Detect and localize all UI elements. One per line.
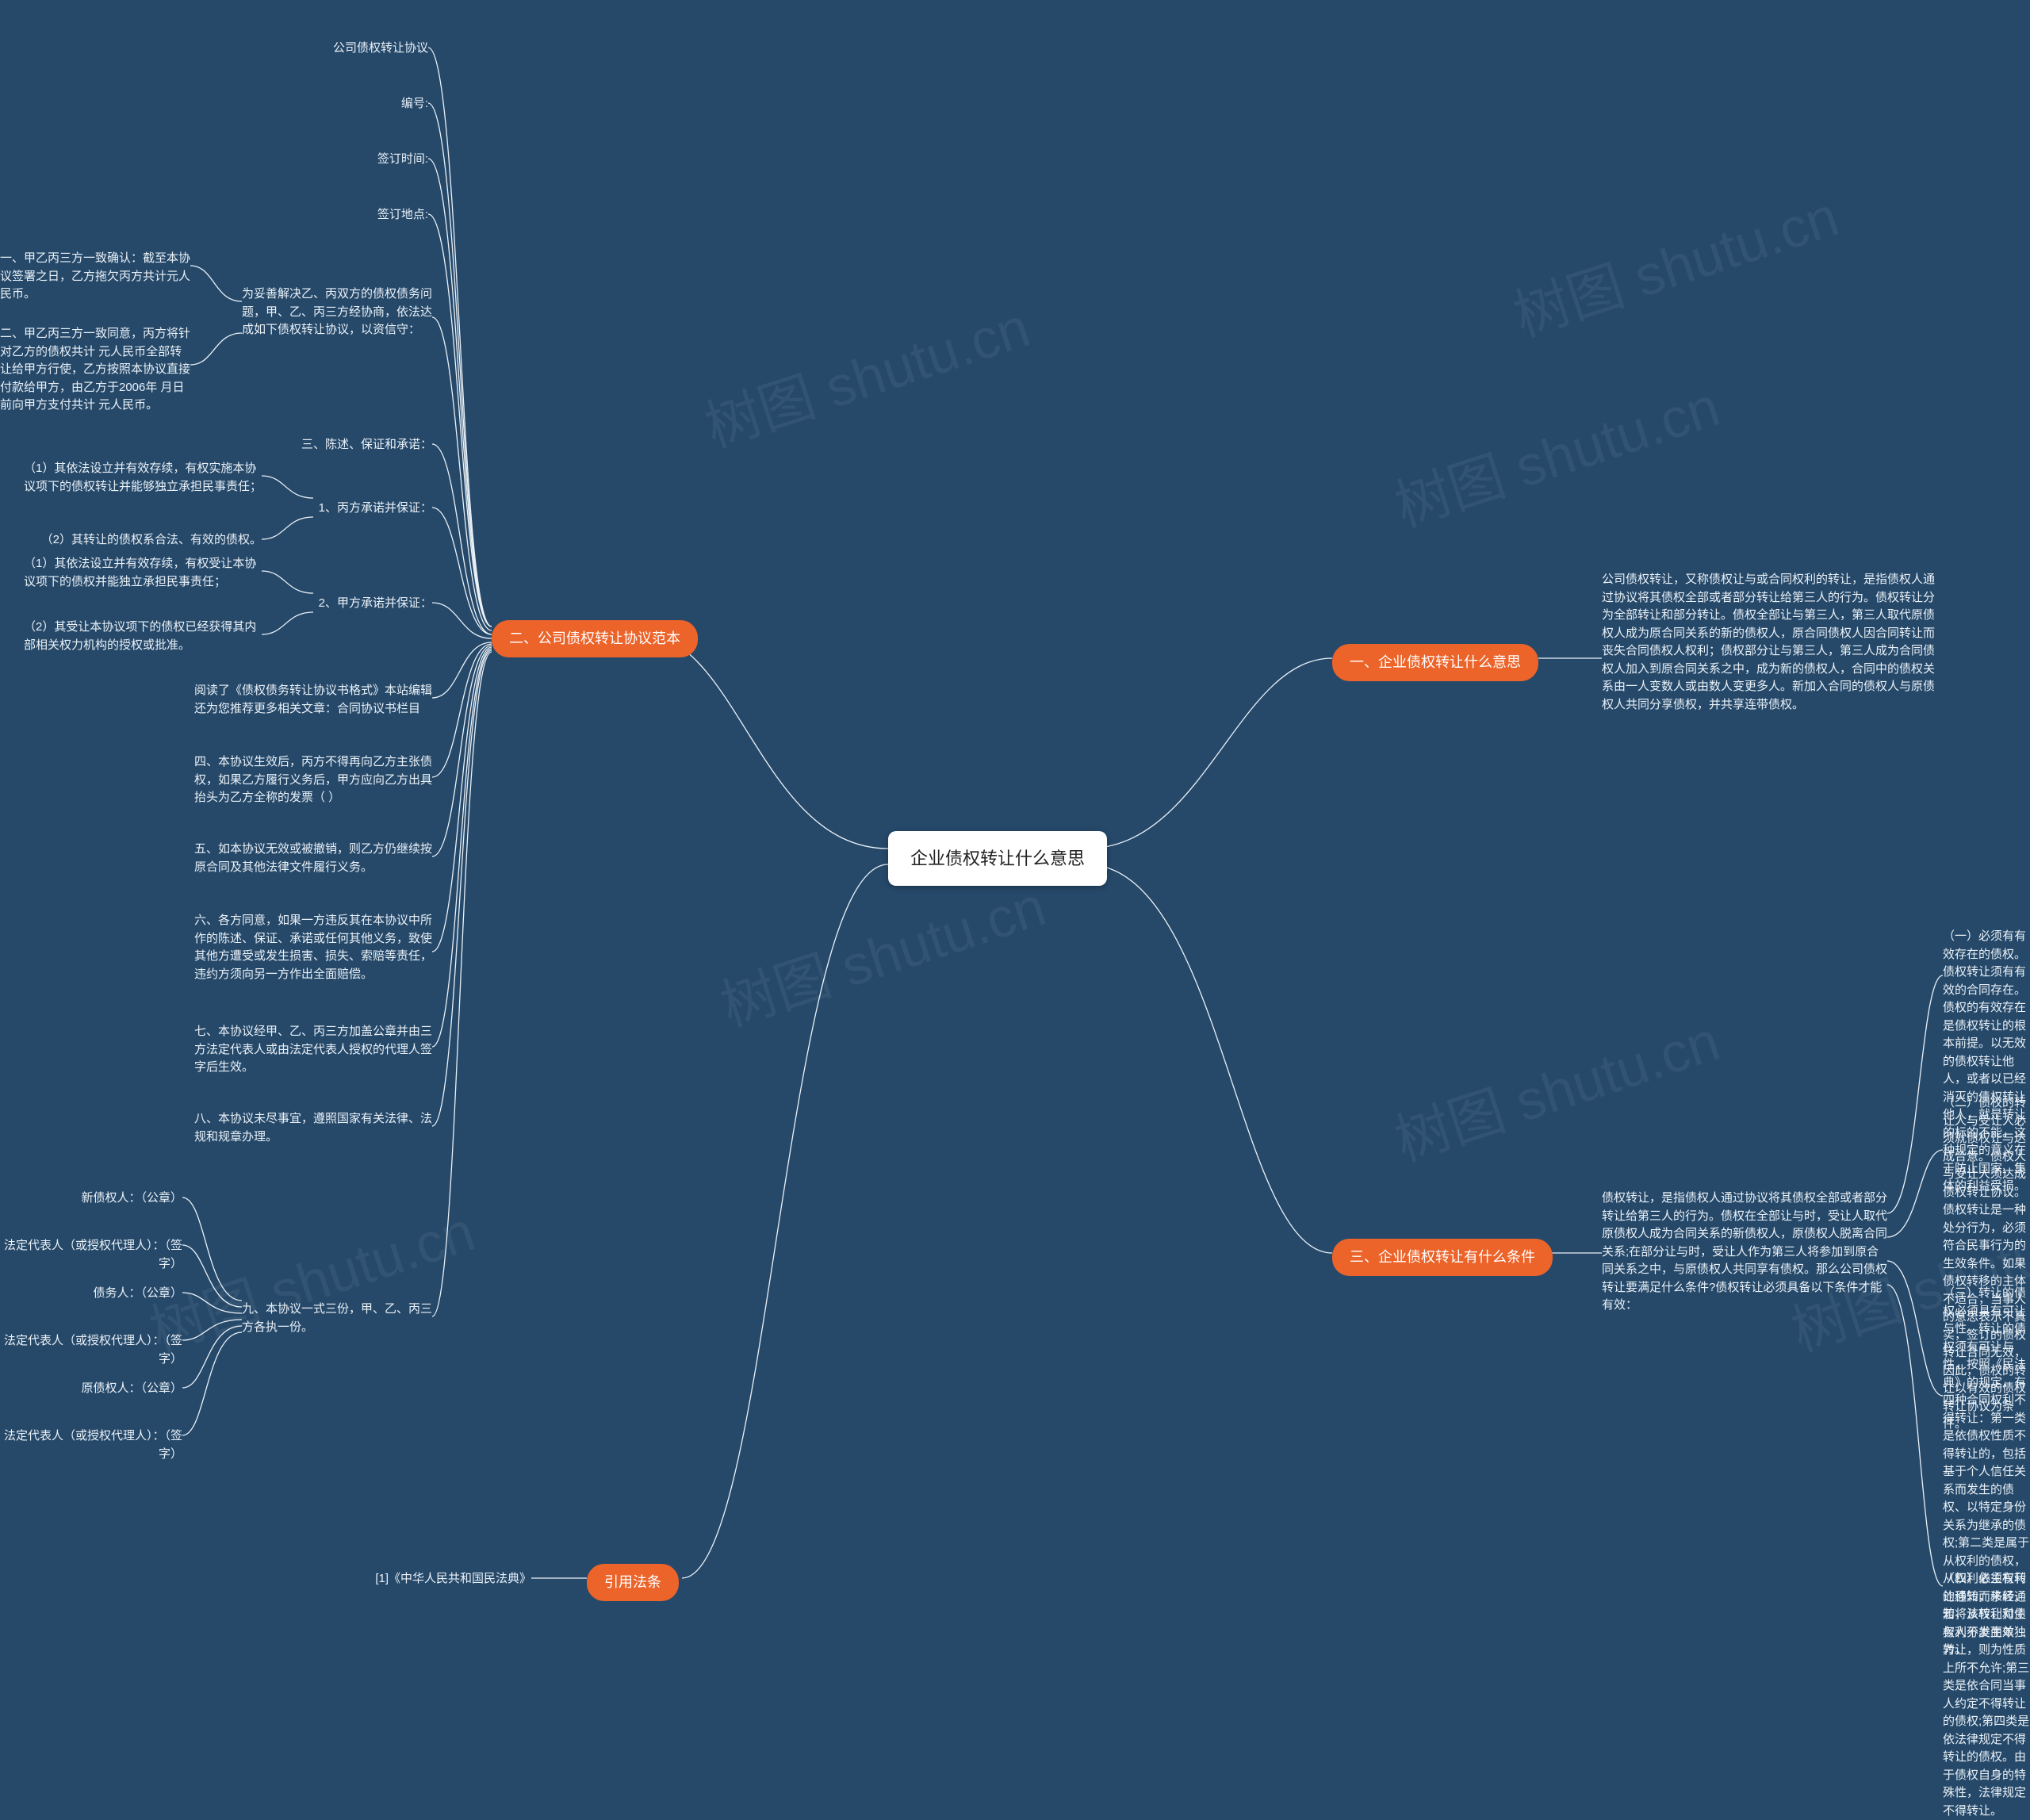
leaf-b2-l2: 四、本协议生效后，丙方不得再向乙方主张债权，如果乙方履行义务后，甲方应向乙方出具…: [194, 753, 432, 807]
watermark: 树图 shutu.cn: [1384, 997, 1729, 1177]
leaf-b2-sub1-2: 二、甲乙丙三方一致同意，丙方将针对乙方的债权共计 元人民币全部转让给甲方行使，乙…: [0, 325, 190, 415]
leaf-b2-t4: 签订地点:: [377, 206, 428, 224]
leaf-b2-sub1-1: 一、甲乙丙三方一致确认：截至本协议签署之日，乙方拖欠丙方共计元人民币。: [0, 250, 190, 304]
leaf-b2-l5: 七、本协议经甲、乙、丙三方加盖公章并由三方法定代表人或由法定代表人授权的代理人签…: [194, 1023, 432, 1077]
watermark: 树图 shutu.cn: [1384, 362, 1729, 542]
watermark: 树图 shutu.cn: [1503, 172, 1848, 352]
leaf-b2-sub4-6: 法定代表人（或授权代理人）：（签字）: [0, 1427, 182, 1463]
leaf-b2-sub4-3: 债务人：（公章）: [93, 1285, 182, 1303]
leaf-b2-sub3: 2、甲方承诺并保证：: [319, 595, 432, 613]
leaf-b2-sub2-2: （2）其转让的债权系合法、有效的债权。: [41, 531, 262, 550]
leaf-b2-t2: 编号:: [401, 95, 428, 113]
leaf-b2-sub4-5: 原债权人：（公章）: [81, 1380, 182, 1398]
leaf-b2-sub4-1: 新债权人：（公章）: [81, 1190, 182, 1208]
leaf-b2-l3: 五、如本协议无效或被撤销，则乙方仍继续按原合同及其他法律文件履行义务。: [194, 841, 432, 876]
leaf-b3-3: （三）转让的债权必须具有可让与性。转让的债权须有可让与性，按照《民法典》的规定，…: [1943, 1285, 2030, 1820]
leaf-b2-sub3-2: （2）其受让本协议项下的债权已经获得其内部相关权力机构的授权或批准。: [24, 619, 262, 654]
branch-3[interactable]: 三、企业债权转让有什么条件: [1332, 1239, 1553, 1276]
leaf-b3-intro: 债权转让，是指债权人通过协议将其债权全部或者部分转让给第三人的行为。债权在全部让…: [1602, 1190, 1887, 1315]
leaf-b2-sub4: 九、本协议一式三份，甲、乙、丙三方各执一份。: [242, 1301, 432, 1336]
leaf-b2-sub2: 1、丙方承诺并保证：: [319, 500, 432, 518]
leaf-b2-l1: 阅读了《债权债务转让协议书格式》本站编辑还为您推荐更多相关文章：合同协议书栏目: [194, 682, 432, 718]
leaf-b2-mid1: 三、陈述、保证和承诺：: [301, 436, 432, 454]
branch-4[interactable]: 引用法条: [587, 1564, 679, 1601]
leaf-b4-1: [1]《中华人民共和国民法典》: [375, 1570, 531, 1588]
leaf-b2-sub4-4: 法定代表人（或授权代理人）：（签字）: [0, 1332, 182, 1368]
leaf-b2-t3: 签订时间:: [377, 151, 428, 169]
leaf-b2-l4: 六、各方同意，如果一方违反其在本协议中所作的陈述、保证、承诺或任何其他义务，致使…: [194, 912, 432, 983]
leaf-b3-4: （四）必须有转让通知，未经通知，该转让对债务人不发生效力。: [1943, 1570, 2030, 1660]
leaf-b1-1: 公司债权转让，又称债权让与或合同权利的转让，是指债权人通过协议将其债权全部或者部…: [1602, 571, 1943, 714]
leaf-b2-sub4-2: 法定代表人（或授权代理人）：（签字）: [0, 1237, 182, 1273]
watermark: 树图 shutu.cn: [710, 862, 1055, 1042]
leaf-b2-sub1: 为妥善解决乙、丙双方的债权债务问题，甲、乙、丙三方经协商，依法达成如下债权转让协…: [242, 285, 432, 339]
root-node[interactable]: 企业债权转让什么意思: [888, 831, 1107, 886]
branch-1[interactable]: 一、企业债权转让什么意思: [1332, 644, 1538, 681]
leaf-b2-sub2-1: （1）其依法设立并有效存续，有权实施本协议项下的债权转让并能够独立承担民事责任；: [24, 460, 262, 496]
leaf-b2-l6: 八、本协议未尽事宜，遵照国家有关法律、法规和规章办理。: [194, 1110, 432, 1146]
leaf-b2-sub3-1: （1）其依法设立并有效存续，有权受让本协议项下的债权并能独立承担民事责任；: [24, 555, 262, 591]
leaf-b2-t1: 公司债权转让协议: [333, 40, 428, 58]
watermark: 树图 shutu.cn: [139, 1187, 484, 1367]
watermark: 树图 shutu.cn: [694, 283, 1039, 463]
branch-2[interactable]: 二、公司债权转让协议范本: [492, 620, 698, 657]
